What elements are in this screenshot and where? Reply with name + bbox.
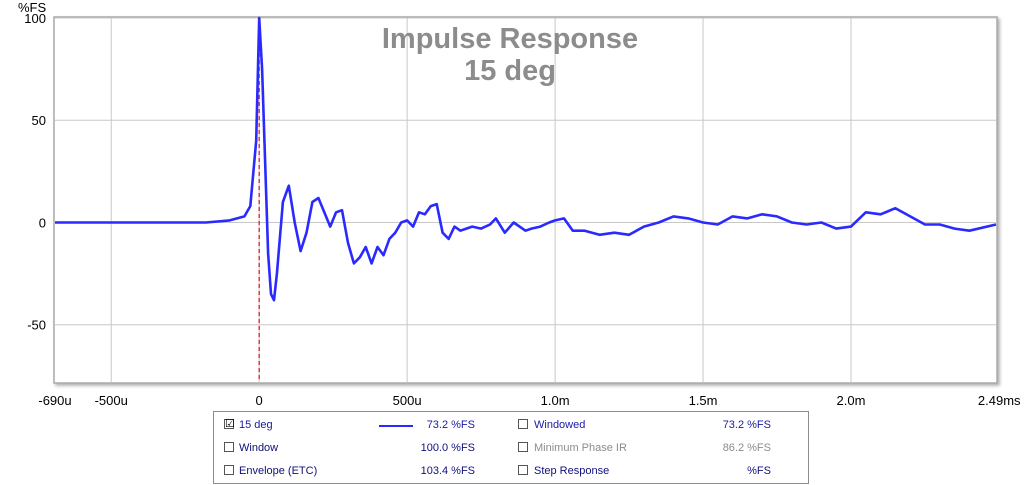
plot-frame <box>53 16 998 384</box>
legend-value-envelope: 103.4 %FS <box>420 465 475 477</box>
legend-panel: ☑ 15 deg 73.2 %FS Windowed 73.2 %FS Wind… <box>213 411 809 484</box>
series-line-15-deg <box>55 16 997 302</box>
checkbox-15-deg[interactable]: ☑ <box>224 418 235 430</box>
legend-value-window: 100.0 %FS <box>420 442 475 454</box>
x-tick-label: 1.0m <box>541 393 570 408</box>
y-tick-label: 50 <box>32 113 46 128</box>
y-tick-label: 100 <box>24 11 46 26</box>
legend-label-window: Window <box>239 442 279 454</box>
chart-title: Impulse Response <box>382 23 638 55</box>
x-tick-label: -690u <box>38 393 71 408</box>
legend-swatch-15-deg <box>379 425 413 427</box>
legend-value-windowed: 73.2 %FS <box>722 419 771 431</box>
legend-row-window: Window 100.0 %FS Minimum Phase IR 86.2 %… <box>214 438 808 458</box>
x-tick-label: 2.0m <box>837 393 866 408</box>
legend-value-minimum-phase-ir: 86.2 %FS <box>722 442 771 454</box>
checkbox-minimum-phase-ir[interactable] <box>518 442 528 452</box>
x-tick-label: 1.5m <box>689 393 718 408</box>
chart-subtitle: 15 deg <box>464 55 556 87</box>
x-axis-unit: s <box>1014 393 1021 408</box>
y-tick-labels: 100 50 0 -50 <box>24 11 46 333</box>
x-tick-label: 500u <box>393 393 422 408</box>
y-axis-label: %FS <box>18 0 47 15</box>
x-tick-labels: -690u -500u 0 500u 1.0m 1.5m 2.0m 2.49m <box>38 393 1014 408</box>
checkbox-step-response[interactable] <box>518 465 528 475</box>
x-tick-label: -500u <box>95 393 128 408</box>
y-tick-label: -50 <box>27 318 46 333</box>
checkbox-windowed[interactable] <box>518 419 528 429</box>
legend-label-minimum-phase-ir: Minimum Phase IR <box>534 442 627 454</box>
checkbox-window[interactable] <box>224 442 234 452</box>
legend-label-envelope: Envelope (ETC) <box>239 465 318 477</box>
checkbox-envelope[interactable] <box>224 465 234 475</box>
legend-row-15-deg: ☑ 15 deg 73.2 %FS Windowed 73.2 %FS <box>214 415 808 435</box>
legend-label-step-response: Step Response <box>534 465 610 477</box>
legend-label-windowed: Windowed <box>534 419 586 431</box>
legend-value-15-deg: 73.2 %FS <box>426 419 475 431</box>
legend-value-step-response: %FS <box>747 465 771 477</box>
legend-label-15-deg: 15 deg <box>239 419 273 431</box>
impulse-chart: 100 50 0 -50 -690u -500u 0 500u 1.0m 1.5m 2.0m 2.4… <box>18 0 1021 408</box>
x-tick-label: 0 <box>256 393 263 408</box>
x-tick-label: 2.49m <box>978 393 1014 408</box>
y-tick-label: 0 <box>39 215 46 230</box>
legend-row-envelope: Envelope (ETC) 103.4 %FS Step Response %… <box>214 461 808 481</box>
